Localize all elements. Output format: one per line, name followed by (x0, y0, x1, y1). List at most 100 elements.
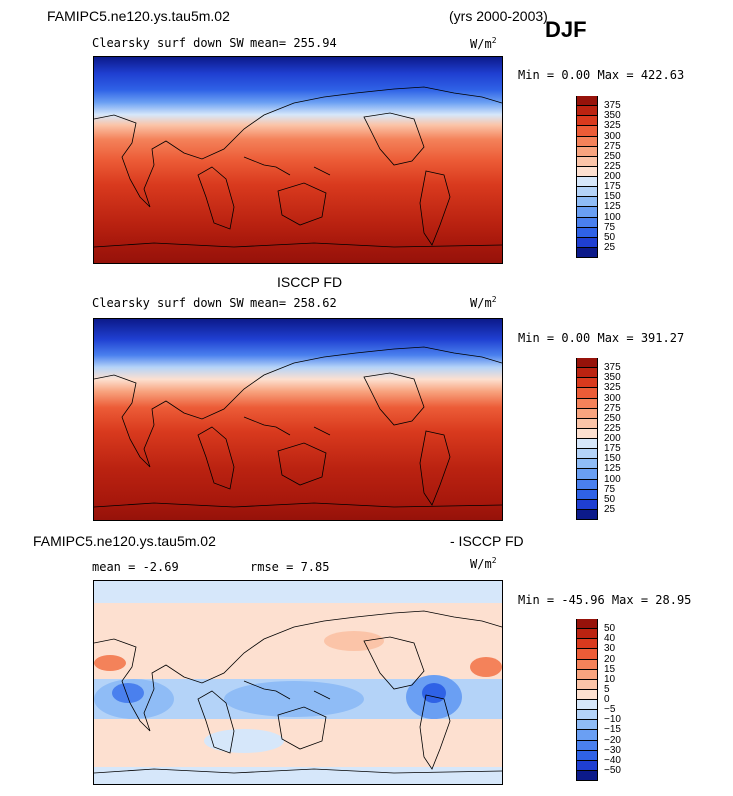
panel3-mean: mean = -2.69 (92, 560, 179, 574)
colorbar-tick-label: 225 (604, 422, 621, 434)
colorbar-segment (577, 449, 597, 460)
colorbar-tick-label: 175 (604, 181, 621, 193)
colorbar-segment (577, 358, 597, 369)
panel3-min-max: Min = -45.96 Max = 28.95 (518, 593, 692, 607)
colorbar-segment (577, 207, 597, 218)
panel1-coastlines (94, 86, 502, 248)
colorbar-tick-label: 200 (604, 433, 621, 444)
colorbar-segment (577, 378, 597, 389)
panel2-field (94, 319, 502, 520)
colorbar-segment (577, 187, 597, 198)
panel1-colorbar: 375 350 325 300 275 250 225 200 175 150 125 100 75 50… (576, 96, 621, 258)
colorbar-tick-label: 150 (604, 191, 621, 203)
colorbar-tick-label: 100 (604, 473, 621, 485)
colorbar-segment (577, 247, 597, 258)
colorbar-segment (577, 116, 597, 127)
panel2-colorbar: 375 350 325 300 275 250 225 200 175 150 125 100 75 50… (576, 358, 621, 520)
panel3-units: W/m2 (470, 556, 497, 571)
colorbar-tick-label: −20 (604, 734, 621, 746)
colorbar-segment (577, 649, 597, 660)
colorbar-segment (577, 760, 597, 771)
colorbar-segment (577, 388, 597, 399)
colorbar-segment (577, 770, 597, 781)
colorbar-tick-label: 75 (604, 221, 616, 233)
colorbar-segment (577, 629, 597, 640)
panel1-map (93, 56, 503, 264)
colorbar-segment (577, 177, 597, 188)
season-label: DJF (545, 17, 587, 42)
colorbar-segment (577, 408, 597, 419)
panel2-min-max: Min = 0.00 Max = 391.27 (518, 331, 685, 345)
colorbar-segment (577, 720, 597, 731)
colorbar-segment (577, 619, 597, 630)
colorbar-tick-label: 125 (604, 463, 621, 475)
colorbar-segment (577, 689, 597, 700)
colorbar-tick-label: 325 (604, 382, 621, 394)
colorbar-tick-label: 100 (604, 211, 621, 223)
colorbar-segment (577, 710, 597, 721)
panel1-field-label: Clearsky surf down SW (92, 36, 244, 50)
colorbar-tick-label: 275 (604, 140, 621, 152)
years-label: (yrs 2000-2003) (449, 8, 548, 24)
panel2-map (93, 318, 503, 521)
panel3-map-svg (94, 581, 502, 784)
colorbar-tick-label: 5 (604, 683, 610, 695)
colorbar-segment (577, 459, 597, 470)
colorbar-tick-label: 250 (604, 150, 621, 162)
panel3-title-right: - ISCCP FD (450, 533, 524, 549)
colorbar-tick-label: 15 (604, 663, 616, 675)
panel1-mean: mean= 255.94 (250, 36, 337, 50)
colorbar-tick-label: 30 (604, 643, 616, 655)
colorbar-segment (577, 136, 597, 147)
panel3-map (93, 580, 503, 785)
colorbar-tick-label: 20 (604, 653, 616, 665)
panel2-title: ISCCP FD (277, 274, 343, 290)
colorbar-tick-label: 50 (604, 231, 616, 243)
case-title: FAMIPC5.ne120.ys.tau5m.02 (47, 8, 230, 24)
colorbar-segment (577, 126, 597, 137)
colorbar-segment (577, 469, 597, 480)
colorbar-tick-label: 10 (604, 673, 616, 685)
colorbar-segment (577, 730, 597, 741)
panel3-title-left: FAMIPC5.ne120.ys.tau5m.02 (33, 533, 216, 549)
panel2-coastlines (94, 346, 502, 508)
panel2-units: W/m2 (470, 295, 497, 310)
colorbar-segment (577, 146, 597, 157)
colorbar-segment (577, 679, 597, 690)
colorbar-tick-label: −30 (604, 744, 621, 756)
colorbar-tick-label: −10 (604, 714, 621, 726)
panel3-coastlines (94, 610, 502, 774)
colorbar-segment (577, 166, 597, 177)
panel3-colorbar: 50 40 30 20 15 10 5 0 −5 −10 −15 −20 −30 −40 −50 (576, 619, 621, 781)
colorbar-tick-label: 300 (604, 392, 621, 404)
colorbar-tick-label: 325 (604, 120, 621, 132)
colorbar-tick-label: 300 (604, 130, 621, 142)
panel1-units: W/m2 (470, 36, 497, 51)
colorbar-segment (577, 237, 597, 248)
colorbar-tick-label: 375 (604, 100, 621, 112)
colorbar-tick-label: 25 (604, 503, 616, 515)
colorbar-segment (577, 197, 597, 208)
colorbar-segment (577, 217, 597, 228)
colorbar-tick-label: 0 (604, 694, 610, 705)
colorbar-tick-label: 150 (604, 453, 621, 465)
colorbar-segment (577, 499, 597, 510)
colorbar-tick-label: 175 (604, 443, 621, 455)
colorbar-tick-label: 125 (604, 201, 621, 213)
colorbar-tick-label: −50 (604, 764, 621, 776)
colorbar-tick-label: 40 (604, 633, 616, 645)
colorbar-segment (577, 227, 597, 238)
colorbar-tick-label: 225 (604, 160, 621, 172)
panel3-anomalies (94, 581, 502, 784)
colorbar-segment (577, 669, 597, 680)
colorbar-tick-label: 350 (604, 110, 621, 122)
colorbar-segment (577, 398, 597, 409)
colorbar-segment (577, 740, 597, 751)
colorbar-tick-label: 275 (604, 402, 621, 414)
colorbar-segment (577, 96, 597, 107)
colorbar-segment (577, 659, 597, 670)
colorbar-tick-label: 50 (604, 623, 616, 635)
colorbar-segment (577, 509, 597, 520)
colorbar-tick-label: 25 (604, 241, 616, 253)
colorbar-segment (577, 639, 597, 650)
